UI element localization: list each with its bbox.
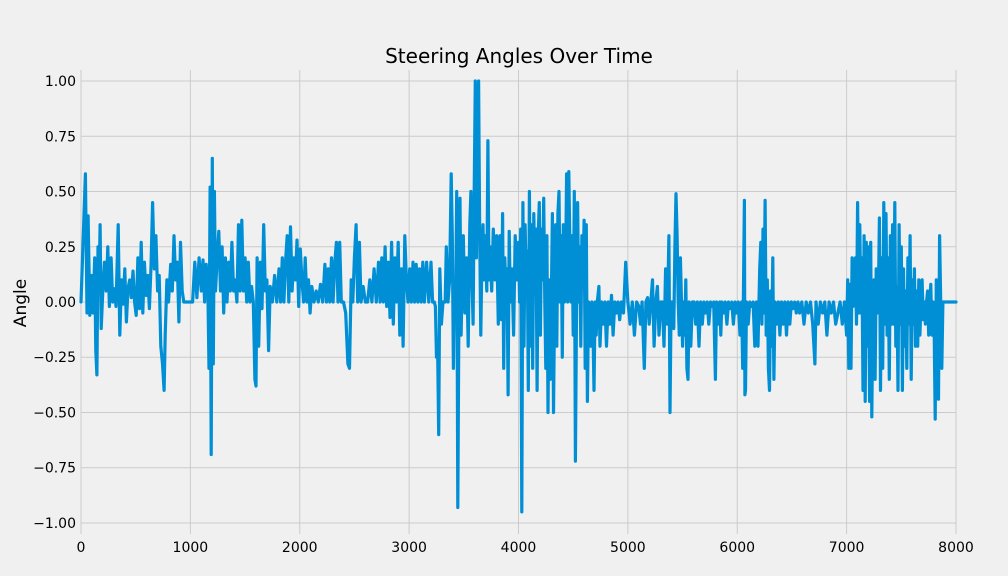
y-tick-label: 1.00	[45, 74, 76, 90]
y-tick-label: −1.00	[33, 516, 76, 532]
x-tick-label: 2000	[282, 540, 318, 556]
x-tick-label: 3000	[391, 540, 427, 556]
x-tick-label: 4000	[501, 540, 537, 556]
chart-title: Steering Angles Over Time	[385, 44, 653, 68]
y-tick-label: 0.75	[45, 129, 76, 145]
x-tick-label: 7000	[829, 540, 865, 556]
y-tick-label: −0.50	[33, 405, 76, 421]
y-tick-labels: −1.00 −0.75 −0.50 −0.25 0.00 0.25 0.50 0.75 1.00	[33, 74, 76, 532]
x-tick-label: 1000	[173, 540, 209, 556]
y-tick-label: −0.25	[33, 350, 76, 366]
y-tick-label: 0.50	[45, 185, 76, 201]
x-tick-label: 0	[77, 540, 86, 556]
series-line	[79, 79, 958, 514]
x-tick-labels: 0 1000 2000 3000 4000 5000 6000 7000 8000	[77, 540, 974, 556]
x-tick-label: 5000	[610, 540, 646, 556]
y-tick-label: 0.25	[45, 240, 76, 256]
x-tick-label: 6000	[719, 540, 755, 556]
y-tick-label: −0.75	[33, 461, 76, 477]
x-tick-label: 8000	[938, 540, 974, 556]
y-axis-label: Angle	[11, 279, 31, 327]
y-tick-label: 0.00	[45, 295, 76, 311]
